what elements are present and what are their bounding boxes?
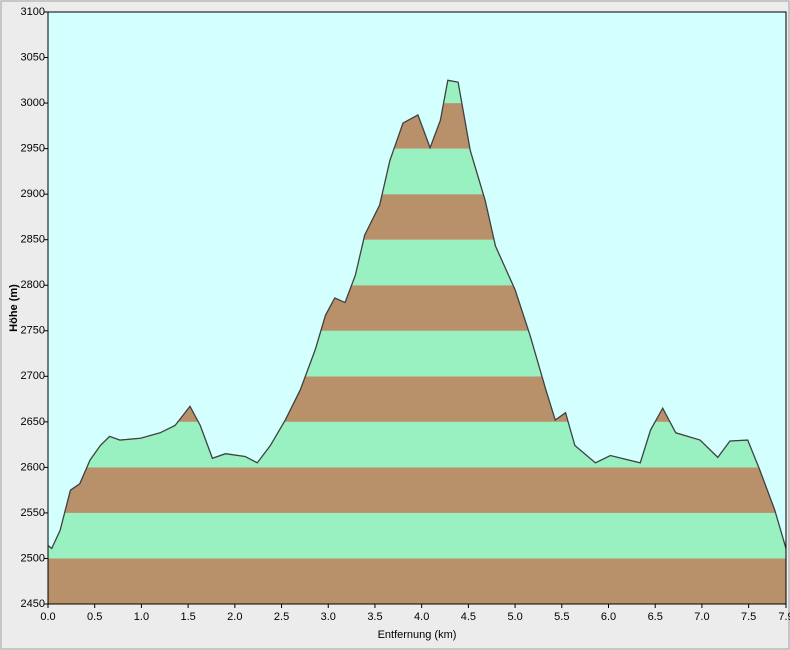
x-tick-label: 7.5 (741, 611, 756, 623)
y-tick-label: 2800 (21, 279, 45, 291)
y-tick-label: 2750 (21, 325, 45, 337)
y-tick-label: 2500 (21, 552, 45, 564)
y-tick-label: 2850 (21, 234, 45, 246)
y-tick-label: 2550 (21, 507, 45, 519)
y-tick-label: 3100 (21, 6, 45, 18)
x-tick-label: 5.5 (554, 611, 569, 623)
x-tick-label: 1.0 (134, 611, 149, 623)
elevation-band (48, 467, 786, 513)
x-tick-label: 4.5 (461, 611, 476, 623)
y-tick-label: 2950 (21, 143, 45, 155)
plot-border (47, 11, 787, 605)
x-tick-label: 7.0 (694, 611, 709, 623)
y-tick-label: 2900 (21, 188, 45, 200)
x-tick-label: 3.5 (367, 611, 382, 623)
x-tick-label: 5.0 (507, 611, 522, 623)
y-tick-label: 2450 (21, 598, 45, 610)
x-tick-label: 2.5 (274, 611, 289, 623)
x-tick-label: 4.0 (414, 611, 429, 623)
x-tick-label: 7.9 (778, 611, 790, 623)
x-tick-label: 0.0 (40, 611, 55, 623)
elevation-band (48, 512, 786, 559)
x-tick-label: 2.0 (227, 611, 242, 623)
y-tick-label: 2600 (21, 461, 45, 473)
x-tick-label: 6.5 (648, 611, 663, 623)
x-axis-label: Entfernung (km) (378, 629, 457, 641)
x-tick-label: 6.0 (601, 611, 616, 623)
x-tick-label: 0.5 (87, 611, 102, 623)
y-axis-label: Höhe (m) (8, 284, 20, 332)
x-tick-label: 3.0 (321, 611, 336, 623)
elevation-band (48, 421, 786, 468)
profile-line (47, 79, 787, 550)
y-tick-label: 2650 (21, 416, 45, 428)
x-tick-label: 1.5 (180, 611, 195, 623)
y-tick-label: 2700 (21, 370, 45, 382)
elevation-band (48, 558, 786, 604)
y-tick-label: 3000 (21, 97, 45, 109)
y-tick-label: 3050 (21, 51, 45, 63)
